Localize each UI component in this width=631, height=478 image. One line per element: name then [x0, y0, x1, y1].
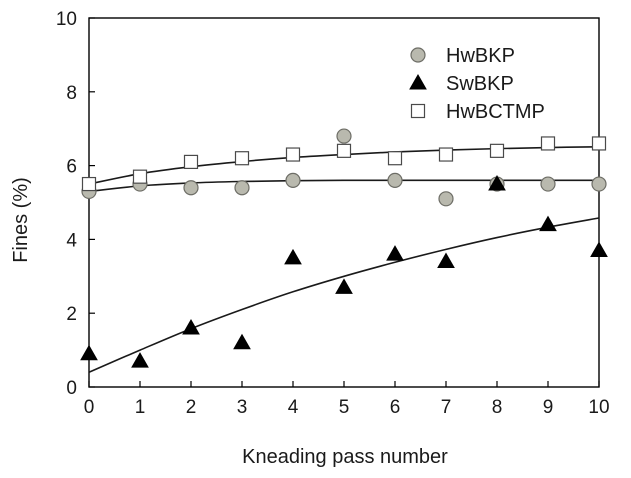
y-axis-title: Fines (%)	[10, 177, 32, 263]
point-hwbctmp	[132, 169, 148, 184]
point-hwbkp	[591, 176, 607, 192]
point-hwbkp	[387, 172, 403, 188]
y-tick-label: 10	[56, 9, 77, 30]
x-tick-label: 8	[492, 397, 503, 418]
point-hwbkp	[540, 176, 556, 192]
x-tick-label: 6	[390, 397, 401, 418]
point-hwbctmp	[387, 151, 403, 166]
point-hwbctmp	[489, 143, 505, 158]
point-swbkp	[488, 175, 506, 191]
trend-line-swbkp	[88, 217, 600, 373]
point-hwbctmp	[81, 176, 97, 192]
point-hwbkp	[183, 180, 199, 196]
point-hwbkp	[336, 128, 352, 144]
point-swbkp	[437, 252, 455, 269]
legend-label-hwbkp: HwBKP	[446, 45, 515, 67]
x-tick-label: 5	[339, 397, 350, 418]
x-tick-label: 0	[84, 397, 95, 418]
plot-frame	[88, 17, 600, 388]
point-hwbctmp	[540, 136, 556, 151]
point-hwbctmp	[183, 154, 199, 170]
point-hwbctmp	[591, 136, 607, 151]
y-tick-label: 0	[66, 378, 77, 399]
y-tick-label: 2	[66, 304, 77, 325]
x-tick-label: 7	[441, 397, 452, 418]
legend: HwBKP SwBKP HwBCTMP	[409, 45, 545, 123]
x-tick-label: 1	[135, 397, 146, 418]
point-hwbctmp	[336, 143, 352, 158]
x-tick-label: 9	[543, 397, 554, 418]
y-axis-label: Fines (%)	[10, 177, 32, 263]
point-swbkp	[80, 344, 98, 361]
legend-label-swbkp: SwBKP	[446, 73, 514, 95]
y-tick-label: 8	[66, 83, 77, 104]
point-hwbctmp	[438, 147, 454, 162]
x-tick-label: 3	[237, 397, 248, 418]
legend-label-hwbctmp: HwBCTMP	[446, 101, 545, 123]
point-swbkp	[590, 241, 608, 257]
legend-marker-hwbctmp	[410, 103, 426, 119]
x-tick-label: 10	[588, 397, 609, 418]
x-tick-label: 2	[186, 397, 197, 418]
y-tick-label: 6	[66, 157, 77, 178]
legend-marker-hwbkp	[410, 47, 426, 63]
point-hwbctmp	[234, 151, 250, 166]
point-swbkp	[335, 278, 353, 294]
point-swbkp	[539, 215, 557, 232]
x-tick-label: 4	[288, 397, 299, 418]
point-swbkp	[386, 245, 404, 261]
legend-marker-swbkp	[409, 73, 427, 90]
point-swbkp	[233, 333, 251, 350]
point-swbkp	[131, 352, 149, 368]
y-tick-label: 4	[66, 230, 77, 251]
point-hwbctmp	[285, 147, 301, 162]
trend-line-hwbkp	[88, 179, 599, 193]
point-hwbkp	[285, 172, 301, 188]
point-hwbkp	[438, 191, 454, 207]
x-axis-label: Kneading pass number	[242, 446, 448, 468]
point-hwbkp	[234, 180, 250, 196]
point-swbkp	[284, 248, 302, 265]
point-swbkp	[182, 318, 200, 335]
plot-area: 0 1 2 3 4 5 6 7 8 9 10 0 2 4 6 8 10	[56, 9, 610, 418]
